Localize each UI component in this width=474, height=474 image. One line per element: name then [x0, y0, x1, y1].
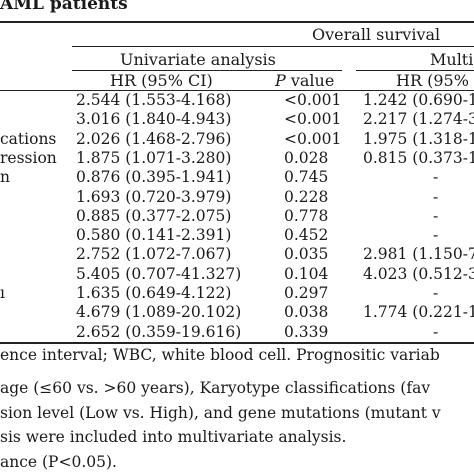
row-label: n: [0, 168, 10, 186]
univariate-p-cell: 0.035: [284, 245, 329, 263]
footnote-5: ance (P<0.05).: [0, 453, 117, 471]
univariate-hr-cell: 0.580 (0.141-2.391): [76, 226, 232, 244]
multivariate-hr-cell: -: [433, 284, 439, 302]
multivariate-hr-cell: -: [433, 207, 439, 225]
univariate-hr-cell: 3.016 (1.840-4.943): [76, 110, 232, 128]
multivariate-hr-cell: 4.023 (0.512-3: [363, 265, 474, 283]
header-hr-multi: HR (95%: [396, 71, 469, 90]
multivariate-hr-cell: -: [433, 226, 439, 244]
univariate-rule: [72, 70, 342, 71]
univariate-p-cell: <0.001: [284, 130, 342, 148]
multivariate-hr-cell: -: [433, 323, 439, 341]
header-pvalue-italic: P: [275, 71, 286, 90]
header-multivariate: Multi: [430, 50, 474, 69]
multivariate-hr-cell: 1.774 (0.221-1: [363, 303, 474, 321]
multivariate-hr-cell: 2.981 (1.150-7: [363, 245, 474, 263]
multivariate-hr-cell: -: [433, 168, 439, 186]
top-rule: [0, 21, 474, 23]
univariate-hr-cell: 1.635 (0.649-4.122): [76, 284, 232, 302]
univariate-hr-cell: 2.544 (1.553-4.168): [76, 91, 232, 109]
univariate-hr-cell: 2.652 (0.359-19.616): [76, 323, 242, 341]
univariate-p-cell: 0.297: [284, 284, 329, 302]
footnote-2: age (≤60 vs. >60 years), Karyotype class…: [0, 379, 431, 397]
table-title: AML patients: [0, 0, 128, 14]
header-bottom-rule: [0, 90, 474, 91]
multivariate-rule: [356, 70, 474, 71]
univariate-p-cell: 0.104: [284, 265, 329, 283]
header-hr: HR (95% CI): [110, 71, 213, 90]
multivariate-hr-cell: 1.242 (0.690-1: [363, 91, 474, 109]
footnote-4: sis were included into multivariate anal…: [0, 428, 347, 446]
univariate-p-cell: 0.778: [284, 207, 329, 225]
univariate-p-cell: 0.745: [284, 168, 329, 186]
univariate-p-cell: <0.001: [284, 110, 342, 128]
row-label: ression: [0, 149, 57, 167]
row-label: ı: [0, 284, 5, 302]
multivariate-hr-cell: -: [433, 188, 439, 206]
multivariate-hr-cell: 1.975 (1.318-1: [363, 130, 474, 148]
header-pvalue: P value: [275, 71, 334, 90]
univariate-p-cell: 0.339: [284, 323, 329, 341]
overall-rule: [72, 46, 474, 47]
row-label: cations: [0, 130, 57, 148]
bottom-rule: [0, 342, 474, 344]
univariate-p-cell: 0.038: [284, 303, 329, 321]
univariate-p-cell: 0.452: [284, 226, 329, 244]
univariate-hr-cell: 1.875 (1.071-3.280): [76, 149, 232, 167]
univariate-hr-cell: 5.405 (0.707-41.327): [76, 265, 242, 283]
univariate-hr-cell: 2.752 (1.072-7.067): [76, 245, 232, 263]
footnote-3: sion level (Low vs. High), and gene muta…: [0, 404, 441, 422]
univariate-hr-cell: 0.885 (0.377-2.075): [76, 207, 232, 225]
header-univariate: Univariate analysis: [120, 50, 276, 69]
footnote-1: ence interval; WBC, white blood cell. Pr…: [0, 346, 440, 364]
univariate-p-cell: 0.028: [284, 149, 329, 167]
multivariate-hr-cell: 2.217 (1.274-3: [363, 110, 474, 128]
header-pvalue-rest: value: [285, 71, 335, 90]
multivariate-hr-cell: 0.815 (0.373-1: [363, 149, 474, 167]
univariate-p-cell: 0.228: [284, 188, 329, 206]
univariate-p-cell: <0.001: [284, 91, 342, 109]
univariate-hr-cell: 4.679 (1.089-20.102): [76, 303, 242, 321]
univariate-hr-cell: 1.693 (0.720-3.979): [76, 188, 232, 206]
univariate-hr-cell: 2.026 (1.468-2.796): [76, 130, 232, 148]
header-overall-survival: Overall survival: [312, 25, 441, 44]
univariate-hr-cell: 0.876 (0.395-1.941): [76, 168, 232, 186]
